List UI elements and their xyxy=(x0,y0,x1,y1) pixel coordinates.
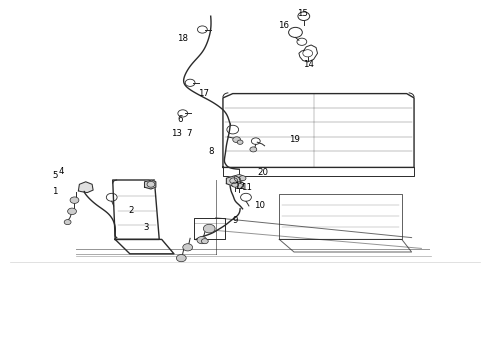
Text: 2: 2 xyxy=(128,206,134,215)
Text: 12: 12 xyxy=(234,182,245,191)
Text: 15: 15 xyxy=(297,9,308,18)
Circle shape xyxy=(197,237,207,244)
Text: 11: 11 xyxy=(242,183,252,192)
Polygon shape xyxy=(226,176,240,186)
Text: 6: 6 xyxy=(177,115,183,124)
Circle shape xyxy=(237,184,244,189)
Circle shape xyxy=(70,197,79,203)
Text: 17: 17 xyxy=(198,89,209,98)
Circle shape xyxy=(203,224,215,233)
Circle shape xyxy=(250,147,257,152)
Circle shape xyxy=(232,182,239,187)
Text: 4: 4 xyxy=(59,167,65,176)
Text: 3: 3 xyxy=(143,223,149,232)
Text: 20: 20 xyxy=(258,168,269,177)
Text: 1: 1 xyxy=(52,187,58,196)
Polygon shape xyxy=(78,182,93,193)
Circle shape xyxy=(176,255,186,262)
Circle shape xyxy=(64,220,71,225)
Text: 14: 14 xyxy=(303,60,314,69)
Circle shape xyxy=(239,176,246,181)
Circle shape xyxy=(237,140,243,144)
Text: 9: 9 xyxy=(233,216,238,225)
Polygon shape xyxy=(145,180,156,189)
Circle shape xyxy=(233,137,241,143)
Text: 10: 10 xyxy=(254,202,265,210)
Text: 19: 19 xyxy=(289,135,299,144)
Text: 8: 8 xyxy=(208,148,214,156)
Circle shape xyxy=(68,208,76,215)
Text: 16: 16 xyxy=(278,21,289,30)
Circle shape xyxy=(234,175,244,182)
Polygon shape xyxy=(299,45,318,62)
Text: 7: 7 xyxy=(186,129,192,138)
Circle shape xyxy=(201,239,208,244)
Text: 5: 5 xyxy=(52,171,58,180)
Text: 18: 18 xyxy=(177,34,188,43)
Circle shape xyxy=(183,244,193,251)
Text: 13: 13 xyxy=(171,129,182,138)
